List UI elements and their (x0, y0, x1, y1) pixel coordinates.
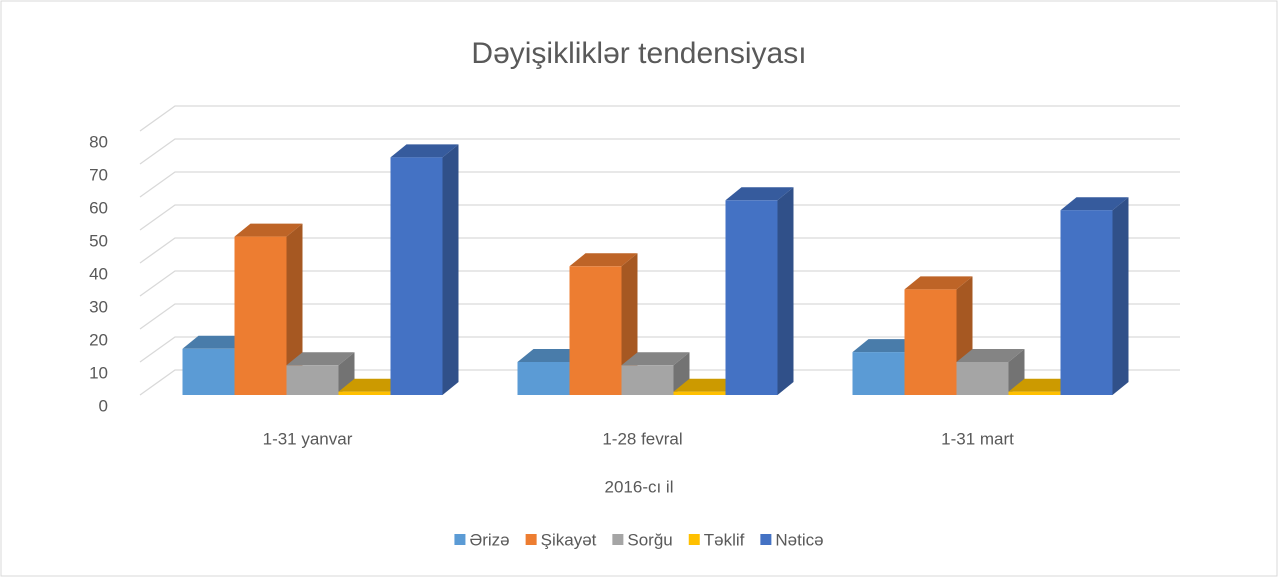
grid-line (139, 204, 1180, 231)
grid-line (139, 138, 1180, 165)
bar (904, 289, 957, 395)
bar (517, 362, 570, 395)
bar-top (852, 339, 921, 353)
bar (390, 157, 443, 395)
x-tick-label: 1-28 fevral (602, 429, 682, 448)
grid-line (139, 237, 1180, 264)
bar (852, 352, 905, 395)
bar-top (517, 349, 586, 362)
legend-label: Nəticə (775, 530, 823, 549)
legend: Ərizə Şikayət Sorğu Təklif Nəticə (454, 530, 824, 549)
x-tick-label: 1-31 yanvar (263, 429, 353, 448)
bar-side (1112, 197, 1129, 395)
y-tick-label: 20 (89, 330, 108, 349)
y-tick-label: 0 (99, 396, 108, 415)
y-tick-label: 50 (89, 231, 108, 250)
bar-top (182, 335, 251, 349)
bar-side (286, 223, 303, 395)
bar (1008, 391, 1061, 395)
bar (338, 391, 391, 395)
bar-top (390, 144, 459, 158)
bar-top (1060, 197, 1129, 211)
bar (286, 365, 339, 395)
bar (234, 236, 287, 395)
bar (725, 200, 778, 395)
bar (673, 391, 726, 395)
bar (569, 266, 622, 395)
grid-line (139, 303, 1180, 330)
y-tick-label: 70 (89, 165, 108, 184)
chart-title: Dəyişikliklər tendensiyası (471, 37, 806, 70)
legend-swatch (612, 534, 624, 545)
grid-line (139, 369, 1180, 396)
y-tick-label: 40 (89, 264, 108, 283)
legend-label: Şikayət (541, 530, 597, 549)
y-tick-label: 30 (89, 297, 108, 316)
legend-swatch (525, 534, 537, 545)
x-tick-label: 1-31 mart (941, 429, 1014, 448)
legend-label: Sorğu (627, 530, 672, 549)
grid-line (139, 105, 1180, 132)
bar-top (956, 349, 1025, 362)
legend-label: Təklif (704, 530, 745, 549)
grid-line (139, 270, 1180, 297)
grid-line (139, 336, 1180, 363)
grid-line (139, 171, 1180, 198)
bar (956, 362, 1009, 395)
bar-side (777, 187, 794, 395)
bar-side (442, 144, 459, 395)
legend-swatch (454, 534, 466, 545)
y-tick-label: 10 (89, 363, 108, 382)
x-axis-title: 2016-cı il (605, 477, 674, 496)
bar (621, 365, 674, 395)
y-tick-label: 80 (89, 132, 108, 151)
bar (182, 348, 235, 395)
bar (1060, 210, 1113, 395)
legend-swatch (760, 534, 772, 545)
bar-top (569, 253, 638, 267)
y-tick-label: 60 (89, 198, 108, 217)
bar-top (286, 352, 355, 366)
bar-top (338, 378, 407, 392)
bar-top (673, 378, 742, 392)
legend-label: Ərizə (469, 530, 509, 549)
bar-top (621, 352, 690, 366)
bar-top (904, 276, 973, 290)
legend-swatch (688, 534, 700, 545)
bar-top (1008, 378, 1077, 392)
bar-top (725, 187, 794, 201)
bar-top (234, 223, 303, 237)
